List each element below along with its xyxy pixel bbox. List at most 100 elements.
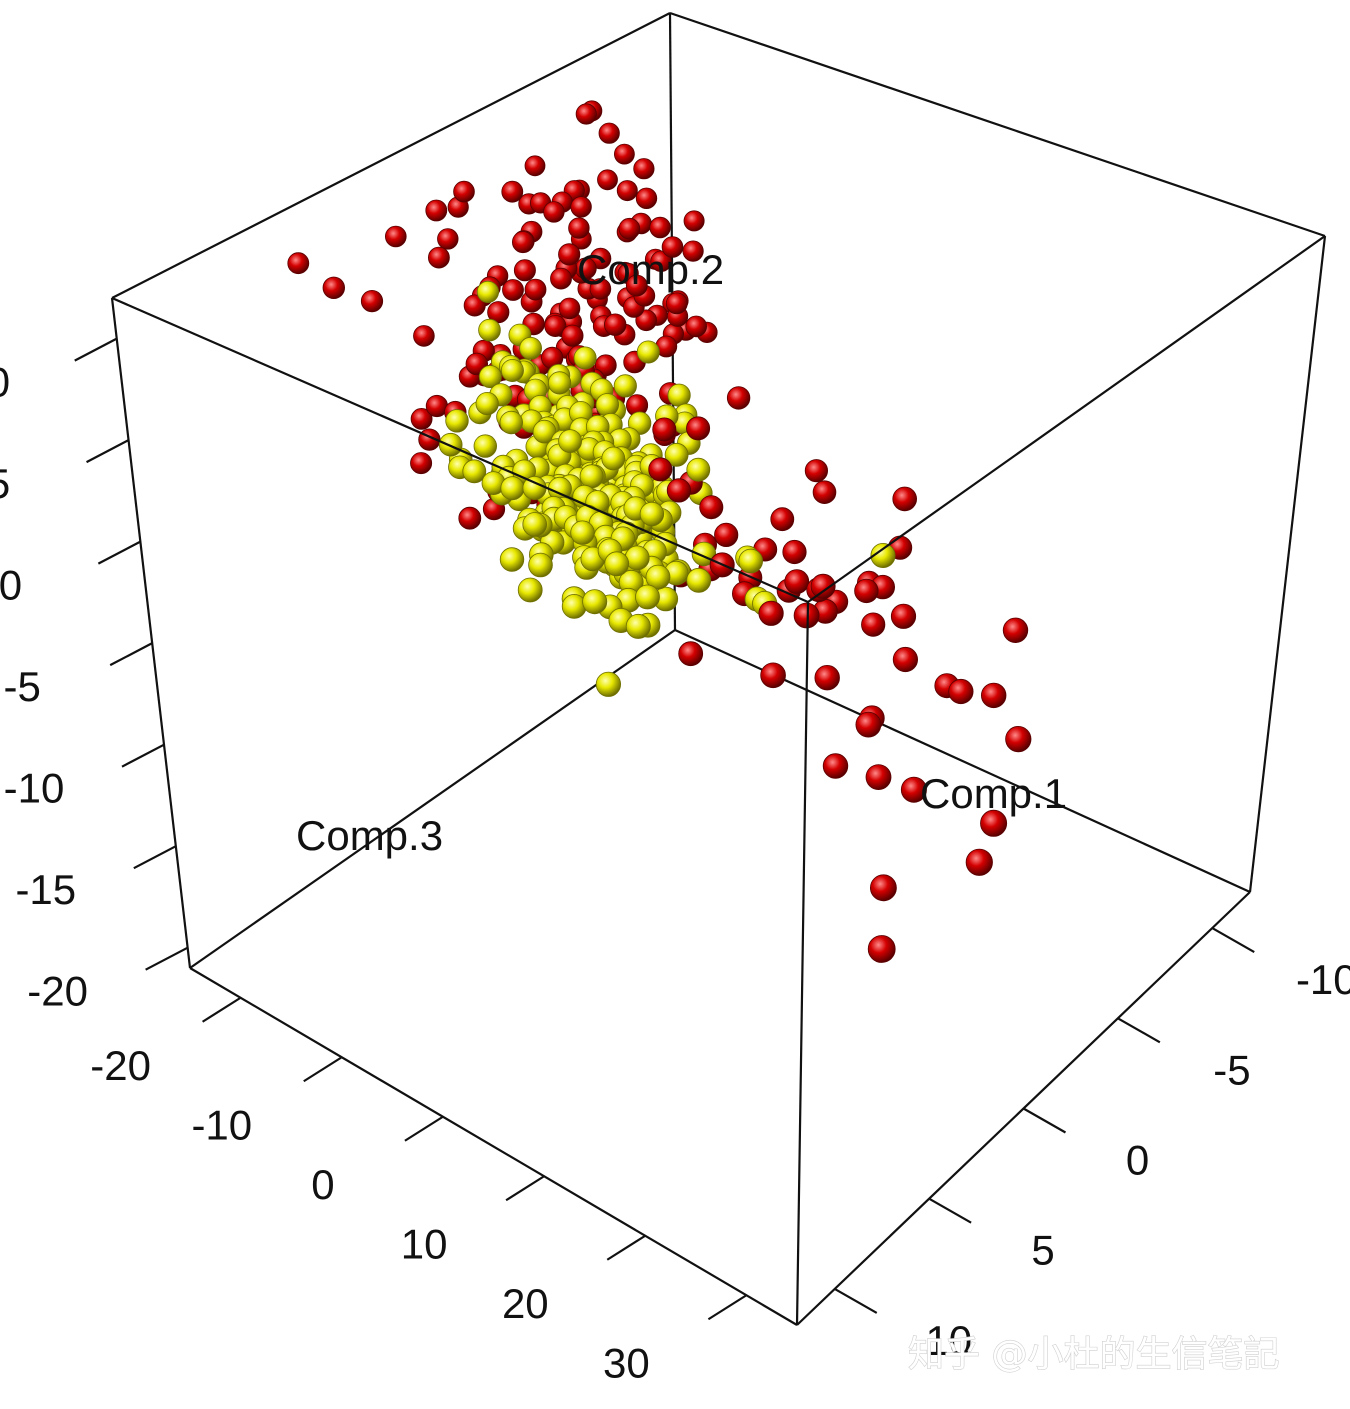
x-axis-tick: [1117, 1017, 1161, 1044]
data-point-group-red: [437, 228, 459, 250]
data-point-group-red: [714, 522, 739, 548]
data-point-group-yellow: [528, 552, 553, 578]
data-point-group-red: [770, 507, 795, 532]
data-point-group-yellow: [462, 459, 487, 484]
x-axis-label: Comp.1: [920, 770, 1067, 817]
data-point-group-yellow: [686, 457, 711, 482]
box-edge: [807, 235, 1326, 603]
data-point-group-yellow: [636, 340, 660, 364]
data-point-group-red: [1005, 725, 1032, 753]
data-point-group-red: [965, 848, 993, 876]
data-point-group-red: [865, 764, 892, 790]
data-point-group-red: [810, 573, 836, 599]
y-axis-tick-label: -5: [4, 663, 41, 710]
data-point-group-red: [502, 279, 524, 301]
y-axis-tick-label: -10: [4, 765, 65, 812]
data-point-group-red: [890, 603, 917, 629]
z-axis-tick-label: 0: [311, 1161, 334, 1208]
data-point-group-red: [287, 252, 310, 275]
y-axis-label: Comp.2: [577, 246, 724, 293]
data-point-group-red: [650, 250, 672, 272]
data-point-group-red: [604, 313, 627, 336]
data-point-group-yellow: [738, 548, 763, 574]
z-axis-tick-label: -10: [191, 1101, 252, 1148]
data-point-group-red: [360, 289, 384, 313]
points-layer: [287, 100, 1032, 963]
box-front-edges: [110, 11, 1327, 1326]
z-axis-tick: [606, 1234, 646, 1261]
z-axis-tick-label: 10: [401, 1220, 448, 1267]
x-axis-tick: [834, 1287, 878, 1314]
data-point-group-red: [686, 416, 711, 441]
box-edge: [110, 297, 192, 969]
watermark-text: 知乎 @小杜的生信笔記: [908, 1334, 1279, 1375]
data-point-group-yellow: [478, 318, 501, 342]
data-point-group-red: [550, 267, 572, 290]
data-point-group-yellow: [604, 551, 630, 577]
data-point-group-red: [453, 180, 475, 203]
data-point-group-red: [543, 201, 565, 223]
z-axis-tick: [707, 1294, 748, 1321]
data-point-group-red: [682, 240, 704, 262]
x-axis-tick: [1211, 927, 1255, 954]
data-point-group-red: [558, 297, 581, 320]
data-point-group-red: [648, 457, 673, 482]
y-axis-tick: [109, 642, 153, 667]
data-point-group-red: [758, 600, 784, 626]
data-point-group-yellow: [625, 613, 651, 639]
z-axis-tick: [201, 996, 242, 1023]
data-point-group-yellow: [445, 409, 469, 433]
z-axis-label: Comp.3: [296, 812, 443, 859]
data-point-group-red: [812, 480, 837, 505]
box-edge: [674, 628, 1251, 894]
data-point-group-red: [784, 569, 810, 594]
data-point-group-red: [892, 486, 917, 512]
z-axis-tick: [303, 1056, 343, 1083]
data-point-group-red: [665, 292, 688, 315]
data-point-group-yellow: [870, 543, 896, 569]
tick-marks: -20 -15 -10 -5 0 5 10 -20 -10 0 10 20 30 -10 -5 0 5 10: [0, 337, 1350, 1386]
data-point-group-red: [561, 324, 584, 347]
x-axis-tick-label: 10: [925, 1317, 972, 1364]
y-axis-tick-label: -20: [27, 968, 88, 1015]
data-point-group-yellow: [522, 512, 547, 537]
data-point-group-red: [544, 314, 567, 337]
data-point-group-red: [683, 210, 705, 232]
z-axis-tick: [404, 1115, 444, 1142]
data-point-group-red: [855, 711, 882, 738]
data-point-group-yellow: [532, 419, 557, 444]
data-point-group-red: [726, 386, 751, 410]
data-point-group-red: [900, 776, 927, 803]
data-point-group-yellow: [579, 464, 604, 489]
data-point-group-yellow: [547, 371, 572, 395]
box-edge: [111, 12, 671, 299]
data-point-group-red: [524, 155, 546, 177]
box-edge: [189, 967, 798, 1326]
data-point-group-red: [425, 199, 448, 222]
data-point-group-red: [661, 236, 684, 258]
y-axis-tick-label: 0: [0, 562, 22, 609]
x-axis-tick-label: -10: [1296, 956, 1350, 1003]
data-point-group-yellow: [475, 391, 499, 416]
data-point-group-yellow: [667, 383, 691, 407]
z-axis-tick-label: 30: [603, 1339, 650, 1386]
data-point-group-red: [678, 641, 704, 667]
data-point-group-red: [322, 276, 346, 300]
data-point-group-red: [427, 246, 450, 269]
data-point-group-yellow: [473, 434, 498, 458]
data-point-group-red: [861, 612, 886, 637]
data-point-group-red: [524, 278, 547, 301]
data-point-group-red: [867, 935, 896, 963]
data-point-group-yellow: [601, 446, 626, 471]
x-axis-tick-label: 0: [1126, 1137, 1149, 1184]
x-axis-tick-label: -5: [1213, 1046, 1250, 1093]
data-point-group-red: [598, 122, 620, 144]
data-point-group-red: [666, 478, 692, 503]
data-point-group-red: [870, 874, 897, 902]
data-point-group-red: [487, 301, 510, 324]
y-axis-tick: [145, 946, 189, 971]
data-point-group-red: [804, 459, 829, 483]
data-point-group-red: [760, 662, 786, 689]
data-point-group-yellow: [500, 476, 525, 501]
